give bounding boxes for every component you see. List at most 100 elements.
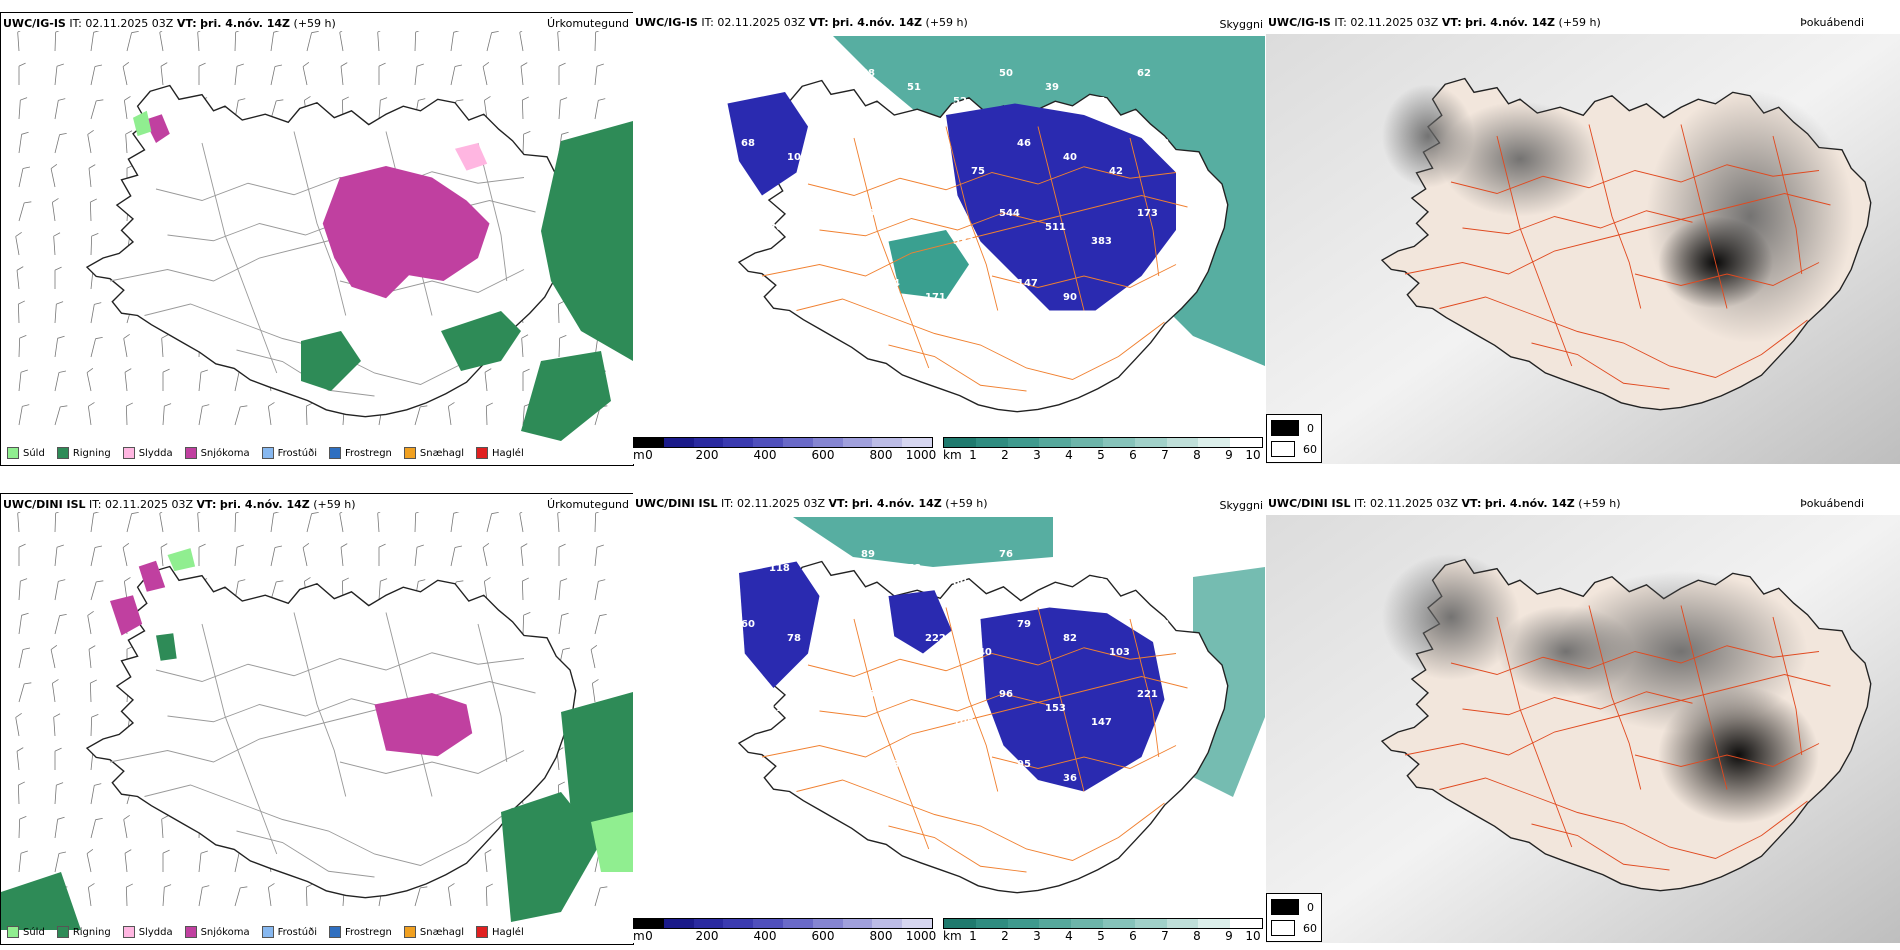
- wind-barb: [9, 745, 30, 771]
- wind-barb: [477, 60, 495, 86]
- legend-item: Slydda: [122, 926, 173, 938]
- cloud-base-label: 145: [815, 96, 836, 107]
- rain-area: [301, 331, 361, 391]
- cloud-base-label: 80: [953, 577, 967, 588]
- init-time: 02.11.2025 03Z: [85, 17, 174, 30]
- wind-barb: [117, 366, 138, 392]
- lead-time: (+59 h): [1558, 16, 1601, 29]
- km-unit: km: [943, 448, 962, 462]
- wind-barb: [227, 883, 252, 907]
- wind-barb: [586, 512, 608, 533]
- wind-barb: [406, 31, 428, 52]
- legend-item: Haglél: [476, 926, 524, 938]
- swatch: [7, 926, 19, 938]
- cloud-base-label: 221: [1137, 689, 1158, 700]
- wind-barb: [263, 542, 287, 567]
- valid-time: þri. 4.nóv. 14Z: [219, 498, 310, 511]
- wind-barb: [46, 298, 69, 324]
- wind-barb: [550, 94, 573, 120]
- wind-barb: [333, 541, 354, 567]
- cloud-base-label: 39: [1045, 82, 1059, 93]
- m-scale-cell: [663, 438, 694, 447]
- wind-barb: [333, 512, 352, 533]
- wind-barb: [82, 31, 106, 52]
- fog-map: [1266, 34, 1900, 464]
- panel-header: UWC/IG-IS IT: 02.11.2025 03Z VT: þri. 4.…: [3, 17, 336, 30]
- wind-barb: [550, 332, 572, 358]
- snow-area: [322, 166, 490, 299]
- swatch: [476, 926, 489, 938]
- lead-time: (+59 h): [293, 17, 336, 30]
- km-tick: 2: [1001, 448, 1009, 462]
- wind-barb: [442, 31, 466, 52]
- km-scale-cell: [1198, 919, 1231, 928]
- cloud-base-label: 79: [1017, 619, 1031, 630]
- wind-barb: [10, 541, 32, 567]
- legend-item: Frostregn: [329, 447, 392, 459]
- wind-barb: [82, 230, 104, 256]
- cloud-base-label: 47: [723, 208, 737, 219]
- wind-barb: [586, 31, 608, 52]
- wind-barb: [369, 512, 390, 533]
- wind-barb: [443, 61, 467, 86]
- cloud-base-label: 511: [1045, 222, 1066, 233]
- km-tick: 2: [1001, 929, 1009, 943]
- m-scale-cell: [782, 438, 813, 447]
- wind-barb: [47, 576, 71, 601]
- wind-barb: [117, 813, 136, 839]
- wind-barb: [479, 512, 504, 533]
- km-tick: 1: [969, 448, 977, 462]
- m-scale-cell: [723, 919, 754, 928]
- cloud-base-label: 85: [833, 647, 847, 658]
- precip-map: [1, 512, 633, 930]
- wind-barb: [81, 196, 103, 222]
- wind-barb: [513, 94, 535, 120]
- swatch: [476, 447, 489, 459]
- wind-barb: [81, 128, 100, 154]
- wind-barb: [83, 815, 108, 839]
- cloud-cover-panel-row1: UWC/IG-IS IT: 02.11.2025 03Z VT: þri. 4.…: [633, 12, 1265, 464]
- model-name: UWC/DINI ISL: [3, 498, 86, 511]
- legend-item: Frostregn: [329, 926, 392, 938]
- cloud-base-label: 88: [1155, 619, 1169, 630]
- wind-barb: [513, 60, 534, 86]
- cloud-base-label: 101: [907, 703, 928, 714]
- rain-area: [521, 351, 611, 441]
- rain-area: [561, 692, 633, 852]
- fog-index-panel-row1: UWC/IG-IS IT: 02.11.2025 03Z VT: þri. 4.…: [1266, 12, 1900, 464]
- wind-barb: [550, 60, 572, 86]
- km-tick: 1: [969, 929, 977, 943]
- cloud-cover-panel-row2: UWC/DINI ISL IT: 02.11.2025 03Z VT: þri.…: [633, 493, 1265, 943]
- legend-item: Snæhagl: [403, 926, 464, 938]
- low-cloud-area: [980, 607, 1165, 792]
- wind-barb: [117, 881, 139, 907]
- cloud-base-label: 68: [741, 138, 755, 149]
- wind-barb: [153, 512, 172, 533]
- wind-barb: [477, 366, 498, 392]
- wind-barb: [81, 609, 100, 635]
- km-scale-ticks: km 1 2 3 4 5 6 7 8 9 10: [943, 448, 1263, 462]
- wind-barb: [117, 541, 135, 567]
- wind-barb: [10, 610, 34, 635]
- m-tick: 200: [695, 448, 719, 462]
- legend-item: Slydda: [122, 447, 173, 459]
- wind-barb: [333, 60, 354, 86]
- fog-legend: 0 60: [1266, 414, 1322, 463]
- wind-barb: [226, 61, 249, 86]
- fog-legend-item: 0: [1271, 420, 1317, 436]
- cloud-base-label: 121: [833, 166, 854, 177]
- km-scale-cell: [1007, 919, 1040, 928]
- iceland-outline: [86, 565, 577, 899]
- wind-barb: [10, 575, 33, 601]
- cloud-base-label: 149: [741, 759, 762, 770]
- height-m-colorbar: m 0 200 400 600 800 1000: [633, 918, 936, 943]
- m-scale-cell: [782, 919, 813, 928]
- swatch: [1271, 441, 1295, 457]
- cloud-base-label: 139: [741, 278, 762, 289]
- valid-time: þri. 4.nóv. 14Z: [200, 17, 291, 30]
- cloud-base-label: 52: [953, 96, 967, 107]
- wind-barb: [117, 332, 136, 358]
- cloud-base-label: 65: [861, 689, 875, 700]
- m-tick: 400: [753, 448, 777, 462]
- cloud-base-label: 50: [999, 68, 1013, 79]
